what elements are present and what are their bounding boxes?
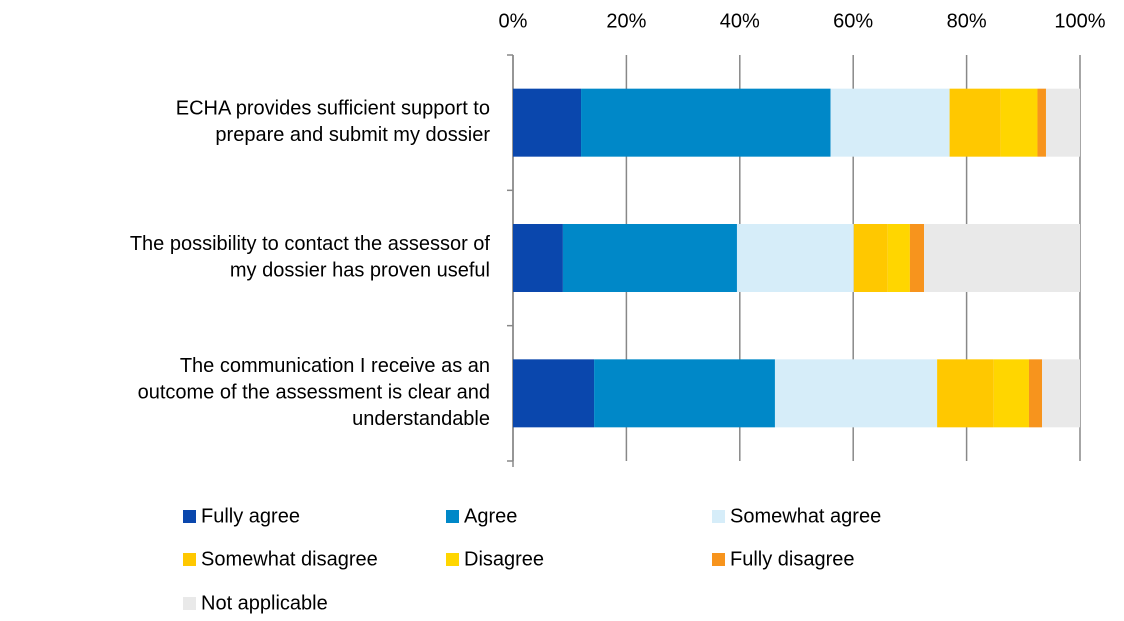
legend-label: Disagree [464, 548, 544, 570]
bar-segment [909, 224, 925, 292]
bar-segment [581, 88, 831, 157]
legend-label: Fully disagree [730, 548, 855, 570]
x-tick-label: 0% [499, 10, 528, 32]
legend-label: Somewhat agree [730, 505, 881, 527]
bar-segment [1000, 88, 1038, 157]
bar-segment [1042, 359, 1080, 428]
bar-segment [513, 224, 563, 292]
bar-segment [853, 224, 888, 292]
bar-segment [924, 224, 1080, 292]
legend-swatch [183, 553, 196, 566]
category-label: ECHA provides sufficient support to [176, 98, 490, 120]
bar-segment [887, 224, 910, 292]
x-tick-label: 20% [606, 10, 646, 32]
legend-label: Fully agree [201, 505, 300, 527]
bar-segment [949, 88, 1001, 157]
legend-swatch [446, 510, 459, 523]
legend-swatch [712, 510, 725, 523]
x-tick-label: 80% [947, 10, 987, 32]
bar-segment [736, 224, 854, 292]
legend-label: Somewhat disagree [201, 548, 378, 570]
category-label: my dossier has proven useful [230, 260, 490, 282]
legend-swatch [183, 597, 196, 610]
x-tick-label: 40% [720, 10, 760, 32]
legend-swatch [183, 510, 196, 523]
bar-segment [830, 88, 950, 157]
category-label: prepare and submit my dossier [215, 124, 490, 146]
bar-segment [562, 224, 737, 292]
category-label: The communication I receive as an [180, 355, 490, 377]
x-tick-label: 100% [1054, 10, 1105, 32]
legend-swatch [712, 553, 725, 566]
bar-segment [513, 359, 595, 428]
bar-segment [937, 359, 994, 428]
bar-segment [993, 359, 1029, 428]
bar-segment [594, 359, 775, 428]
category-label: The possibility to contact the assessor … [130, 233, 491, 255]
bar-segment [1045, 88, 1080, 157]
legend-label: Not applicable [201, 592, 328, 614]
x-tick-label: 60% [833, 10, 873, 32]
category-label: understandable [352, 408, 490, 430]
bar-segment [513, 88, 582, 157]
bar-segment [1037, 88, 1046, 157]
legend-label: Agree [464, 505, 517, 527]
bar-segment [1028, 359, 1043, 428]
category-label: outcome of the assessment is clear and [138, 382, 490, 404]
bar-segment [774, 359, 938, 428]
legend-swatch [446, 553, 459, 566]
